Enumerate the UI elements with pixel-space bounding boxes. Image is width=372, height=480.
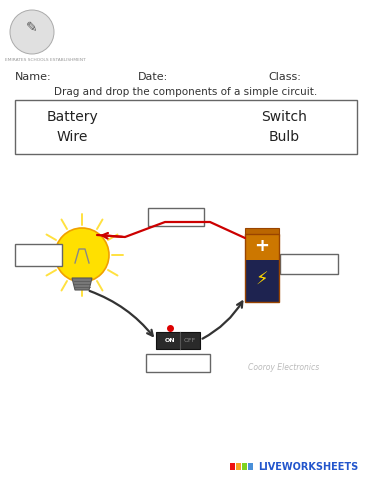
Text: Bulb: Bulb [269,130,299,144]
Text: Name:: Name: [15,72,52,82]
Text: Battery: Battery [46,110,98,124]
Bar [245,228,279,236]
Text: OFF: OFF [184,338,196,344]
Bar [242,463,247,470]
Text: LIVEWORKSHEETS: LIVEWORKSHEETS [258,462,358,472]
Text: +: + [254,237,269,254]
Bar [280,254,338,274]
Bar [146,353,210,372]
Bar [236,463,241,470]
Circle shape [10,10,54,54]
Text: Cooroy Electronics: Cooroy Electronics [248,363,319,372]
Text: Wire: Wire [56,130,88,144]
Circle shape [55,228,109,282]
Text: EMIRATES SCHOOLS ESTABLISHMENT: EMIRATES SCHOOLS ESTABLISHMENT [5,58,86,62]
Bar [245,234,279,260]
Bar [245,234,279,302]
Bar [15,100,357,154]
Bar [15,244,62,266]
Text: Class:: Class: [268,72,301,82]
Polygon shape [72,278,92,290]
Text: ⚡: ⚡ [256,271,268,289]
Bar [245,260,279,302]
Text: Date:: Date: [138,72,168,82]
Bar [148,208,204,226]
Text: Drag and drop the components of a simple circuit.: Drag and drop the components of a simple… [54,87,318,97]
Bar [230,463,235,470]
Text: Switch: Switch [261,110,307,124]
Text: ON: ON [165,338,175,344]
Bar [156,332,200,348]
Bar [248,463,253,470]
Text: ✎: ✎ [26,21,38,35]
